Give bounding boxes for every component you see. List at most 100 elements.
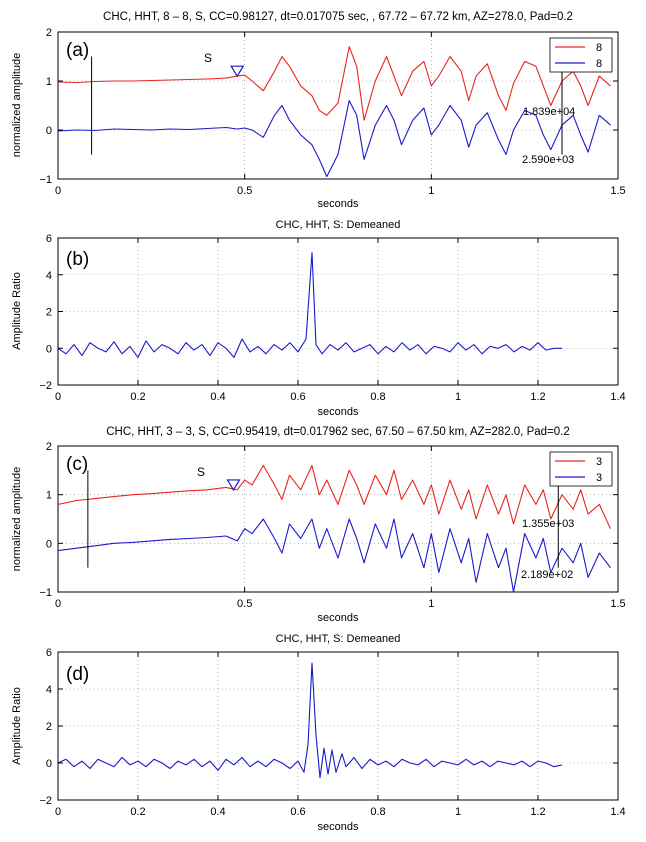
- panel-a-ytick-label-3: 2: [46, 27, 52, 39]
- panel-d-ytick-label-4: 6: [46, 647, 52, 659]
- panel-a-label: (a): [66, 40, 89, 61]
- panel-d-grid: [58, 652, 618, 800]
- panel-d-xtick-label-2: 0.4: [210, 806, 225, 818]
- panel-d-xtick-label-0: 0: [55, 806, 61, 818]
- panel-a: CHC, HHT, 8 – 8, S, CC=0.98127, dt=0.017…: [11, 11, 626, 210]
- panel-d-series: [57, 662, 563, 779]
- panel-c-grid: [58, 446, 618, 592]
- panel-a-xtick-label-2: 1: [428, 185, 434, 197]
- panel-b-ytick-label-1: 0: [46, 343, 52, 355]
- panel-b-grid: [58, 238, 618, 385]
- panel-a-series-1: [57, 100, 611, 178]
- panel-c-legend: 3 3: [549, 451, 613, 487]
- panel-a-legend-label-2: 8: [596, 58, 602, 70]
- panel-b-xtick-label-6: 1.2: [530, 391, 545, 403]
- panel-a-annotation-2: 2.590e+03: [522, 154, 574, 166]
- panel-b-ylabel: Amplitude Ratio: [11, 272, 23, 350]
- panel-b-title: CHC, HHT, S: Demeaned: [276, 219, 401, 231]
- panel-c-series-0: [57, 464, 611, 529]
- panel-b-xtick-label-7: 1.4: [610, 391, 625, 403]
- panel-a-xtick-label-0: 0: [55, 185, 61, 197]
- panel-c-xtick-label-1: 0.5: [237, 598, 252, 610]
- panel-c-series: [57, 464, 611, 593]
- panel-c-plot-frame: [57, 445, 619, 593]
- panel-b-ytick-label-0: −2: [39, 380, 52, 392]
- panel-d-xtick-label-6: 1.2: [530, 806, 545, 818]
- panel-c-ytick-label-1: 0: [46, 538, 52, 550]
- panel-d: CHC, HHT, S: Demeaned 0 0.2 0.4 0.6 0.8 1 1.2 1…: [11, 633, 626, 833]
- panel-c-legend-box: [549, 451, 613, 487]
- panel-d-label: (d): [66, 664, 89, 685]
- panel-c-annotation-2: 2.189e+02: [521, 569, 573, 581]
- panel-c: CHC, HHT, 3 – 3, S, CC=0.95419, dt=0.017…: [11, 426, 626, 624]
- panel-b-series: [57, 252, 562, 358]
- panel-d-ytick-label-1: 0: [46, 758, 52, 770]
- panel-c-xlabel: seconds: [318, 612, 359, 624]
- panel-b-xtick-label-2: 0.4: [210, 391, 225, 403]
- panel-c-xtick-label-0: 0: [55, 598, 61, 610]
- panel-b-label: (b): [66, 249, 89, 270]
- panel-d-xlabel: seconds: [318, 821, 359, 833]
- panel-b-xtick-label-3: 0.6: [290, 391, 305, 403]
- panel-d-xtick-label-5: 1: [455, 806, 461, 818]
- panel-d-xtick-label-3: 0.6: [290, 806, 305, 818]
- panel-d-xtick-label-4: 0.8: [370, 806, 385, 818]
- panel-b-ytick-label-4: 6: [46, 233, 52, 245]
- panel-a-xlabel: seconds: [318, 198, 359, 210]
- panel-a-legend: 8 8: [549, 37, 613, 73]
- panel-a-ytick-label-0: −1: [39, 174, 52, 186]
- panel-a-xtick-label-3: 1.5: [610, 185, 625, 197]
- panel-a-markers: [91, 56, 563, 155]
- panel-d-xtick-label-1: 0.2: [130, 806, 145, 818]
- panel-b-series-0: [57, 252, 562, 358]
- panel-a-ylabel: normalized amplitude: [11, 53, 23, 158]
- panel-c-xtick-label-2: 1: [428, 598, 434, 610]
- panel-b-xtick-label-0: 0: [55, 391, 61, 403]
- panel-b-xtick-label-1: 0.2: [130, 391, 145, 403]
- panel-c-ytick-label-0: −1: [39, 587, 52, 599]
- panel-c-label: (c): [66, 454, 88, 475]
- panel-a-pick-label: S: [204, 51, 212, 65]
- panel-c-pick-label: S: [197, 465, 205, 479]
- panel-c-xtick-label-3: 1.5: [610, 598, 625, 610]
- panel-d-ytick-label-3: 4: [46, 684, 52, 696]
- panel-c-markers: [87, 470, 559, 568]
- panel-d-ytick-label-0: −2: [39, 795, 52, 807]
- panel-a-ytick-label-2: 1: [46, 76, 52, 88]
- panel-b-xlabel: seconds: [318, 406, 359, 418]
- panel-c-legend-label-1: 3: [596, 456, 602, 468]
- panel-a-ytick-label-1: 0: [46, 125, 52, 137]
- panel-a-pick-triangle-icon: [230, 65, 245, 78]
- panel-c-ytick-label-3: 2: [46, 441, 52, 453]
- panel-c-ylabel: normalized amplitude: [11, 467, 23, 572]
- panel-c-series-1: [57, 518, 611, 593]
- panel-c-title: CHC, HHT, 3 – 3, S, CC=0.95419, dt=0.017…: [106, 426, 570, 438]
- panel-d-ytick-label-2: 2: [46, 721, 52, 733]
- panel-a-series: [57, 46, 611, 178]
- panel-b-ytick-label-2: 2: [46, 307, 52, 319]
- panel-a-annotation-1: 1.839e+04: [523, 106, 575, 118]
- panel-c-ytick-label-2: 1: [46, 490, 52, 502]
- panel-d-series-0: [57, 662, 563, 779]
- panel-a-title: CHC, HHT, 8 – 8, S, CC=0.98127, dt=0.017…: [103, 11, 573, 23]
- panel-b-xtick-label-5: 1: [455, 391, 461, 403]
- panel-d-xtick-label-7: 1.4: [610, 806, 625, 818]
- panel-c-pick-triangle-icon: [226, 479, 241, 492]
- panel-b-ytick-label-3: 4: [46, 270, 52, 282]
- panel-a-series-0: [57, 46, 611, 121]
- panel-b: CHC, HHT, S: Demeaned 0 0.2 0.4 0.6 0.8 1 1.2 1…: [11, 219, 626, 418]
- panel-d-title: CHC, HHT, S: Demeaned: [276, 633, 401, 645]
- panel-b-xtick-label-4: 0.8: [370, 391, 385, 403]
- panel-c-legend-label-2: 3: [596, 472, 602, 484]
- panel-a-legend-box: [549, 37, 613, 73]
- panel-a-grid: [58, 32, 618, 179]
- panel-d-ylabel: Amplitude Ratio: [11, 687, 23, 765]
- panel-a-legend-label-1: 8: [596, 42, 602, 54]
- panel-a-xtick-label-1: 0.5: [237, 185, 252, 197]
- panel-c-annotation-1: 1.355e+03: [522, 518, 574, 530]
